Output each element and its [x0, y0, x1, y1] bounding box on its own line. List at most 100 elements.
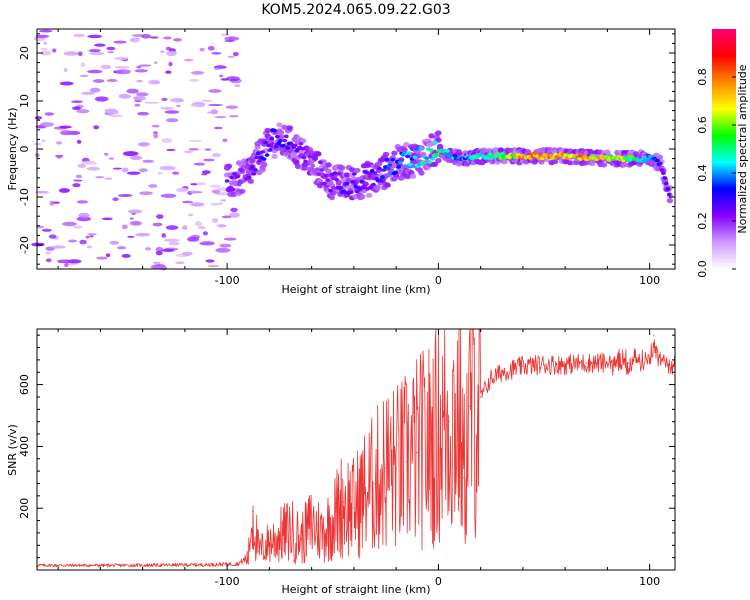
noise-blob	[93, 125, 100, 130]
noise-blob	[193, 162, 206, 166]
noise-blob	[34, 116, 43, 120]
ridge-core	[282, 138, 288, 143]
noise-blob	[135, 232, 151, 237]
noise-blob	[137, 111, 150, 116]
noise-blob	[59, 125, 72, 129]
noise-blob	[81, 160, 97, 165]
ridge-halo	[418, 170, 425, 176]
noise-blob	[211, 218, 219, 223]
ridge-core	[354, 189, 360, 194]
noise-blob	[190, 202, 205, 207]
noise-blob	[190, 183, 198, 186]
noise-blob	[153, 131, 158, 135]
noise-blob	[220, 78, 229, 81]
noise-blob	[136, 66, 142, 69]
noise-blob	[201, 173, 208, 176]
ridge-halo	[401, 147, 408, 153]
noise-blob	[40, 50, 52, 56]
noise-blob	[107, 51, 115, 54]
snr-point	[237, 563, 239, 565]
noise-blob	[228, 212, 240, 218]
ridge-core	[658, 161, 663, 166]
noise-blob	[77, 163, 87, 168]
ridge-halo	[382, 151, 390, 157]
noise-blob	[205, 259, 215, 263]
noise-blob	[183, 150, 194, 153]
ridge-core	[659, 168, 665, 172]
ridge-core	[655, 158, 660, 163]
ridge-core	[403, 164, 409, 169]
noise-blob	[151, 124, 160, 128]
noise-blob	[163, 238, 180, 242]
ridge-core	[230, 187, 236, 192]
ridge-core	[331, 186, 336, 190]
snr-point	[437, 433, 439, 435]
ridge-core	[377, 166, 382, 171]
ridge-halo	[666, 198, 674, 204]
noise-blob	[201, 170, 211, 175]
snr-point	[627, 362, 630, 364]
noise-blob	[220, 33, 230, 37]
noise-blob	[142, 159, 155, 163]
ridge-halo	[264, 127, 271, 134]
ridge-halo	[301, 165, 309, 171]
noise-blob	[211, 52, 222, 55]
noise-blob	[169, 97, 184, 103]
snr-point	[120, 564, 123, 567]
snr-point	[638, 360, 640, 362]
noise-blob	[234, 84, 241, 87]
noise-blob	[161, 97, 168, 101]
colorbar-tick-label: 0.4	[696, 164, 709, 182]
ridge-core	[229, 175, 235, 180]
noise-blob	[114, 66, 130, 69]
ridge-halo	[247, 178, 254, 184]
noise-blob	[101, 217, 113, 221]
noise-blob	[166, 148, 176, 152]
ridge-core	[380, 175, 385, 179]
noise-blob	[52, 48, 57, 53]
noise-blob	[86, 166, 101, 171]
ridge-halo	[431, 161, 439, 167]
ridge-core	[303, 159, 308, 164]
ridge-core	[283, 134, 289, 139]
noise-blob	[122, 151, 139, 157]
noise-blob	[187, 236, 200, 242]
snr-point	[321, 532, 323, 534]
ridge-halo	[374, 185, 381, 191]
noise-blob	[181, 251, 193, 256]
noise-blob	[225, 105, 238, 109]
ridge-core	[304, 148, 310, 152]
noise-blob	[182, 200, 194, 204]
snr-point	[463, 476, 465, 478]
noise-blob	[190, 104, 201, 107]
noise-blob	[210, 202, 220, 206]
ridge-core	[428, 148, 434, 152]
noise-blob	[219, 74, 224, 78]
noise-blob	[161, 233, 166, 238]
snr-point	[606, 362, 609, 364]
ridge-core	[527, 156, 533, 161]
snr-ticks: -100 0 100 200 400 600	[18, 329, 675, 588]
ridge-core	[292, 143, 298, 148]
noise-blob	[230, 207, 238, 213]
ridge-core	[267, 148, 273, 152]
noise-blob	[53, 201, 60, 204]
snr-point	[279, 535, 281, 537]
noise-blob	[112, 167, 122, 170]
ridge-core	[334, 177, 339, 182]
ridge-core	[445, 149, 450, 153]
noise-blob	[78, 212, 90, 218]
snr-point	[585, 362, 587, 364]
ridge-halo	[656, 154, 663, 160]
ridge-halo	[621, 162, 628, 168]
ridge-halo	[249, 158, 256, 164]
noise-blob	[138, 64, 152, 67]
noise-blob	[76, 109, 90, 114]
ridge-halo	[435, 130, 442, 136]
ridge-core	[264, 153, 270, 157]
ridge-core	[412, 155, 418, 160]
noise-blob	[79, 74, 89, 77]
noise-blob	[153, 261, 162, 264]
noise-blob	[94, 96, 109, 102]
